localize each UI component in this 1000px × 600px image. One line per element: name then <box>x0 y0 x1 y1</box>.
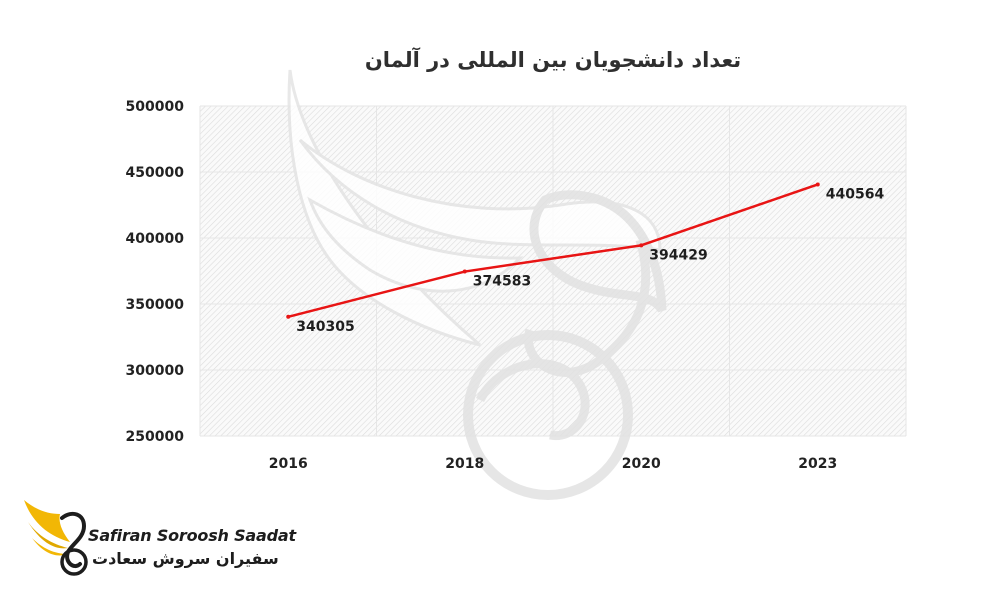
y-tick-label: 250000 <box>126 429 185 445</box>
data-point <box>462 269 467 274</box>
data-label: 440564 <box>826 186 885 202</box>
data-point <box>286 314 291 319</box>
x-axis: 2016 2018 2020 2023 <box>269 456 837 472</box>
series-line <box>286 182 820 319</box>
y-tick-label: 300000 <box>126 363 185 379</box>
data-label: 340305 <box>296 319 354 335</box>
data-point <box>639 243 644 248</box>
y-tick-label: 450000 <box>126 165 185 181</box>
x-tick-label: 2023 <box>798 456 837 472</box>
wing-swan-icon <box>24 500 88 576</box>
series-line-segment <box>463 244 643 273</box>
x-tick-label: 2020 <box>622 456 661 472</box>
data-label: 394429 <box>649 247 707 263</box>
chart-title: تعداد دانشجویان بین المللی در آلمان <box>364 48 742 72</box>
brand-logo: Safiran Soroosh Saadat سفیران سروش سعادت <box>18 492 298 582</box>
series-line-segment <box>287 270 466 319</box>
data-point <box>815 182 820 187</box>
x-tick-label: 2016 <box>269 456 308 472</box>
y-tick-label: 350000 <box>126 297 185 313</box>
series-line-segment <box>640 183 819 247</box>
brand-name-en: Safiran Soroosh Saadat <box>88 526 296 545</box>
y-tick-label: 400000 <box>126 231 185 247</box>
y-axis: 250000 300000 350000 400000 450000 500000 <box>126 99 185 445</box>
x-tick-label: 2018 <box>445 456 484 472</box>
data-label: 374583 <box>473 274 531 290</box>
wing-swan-watermark-icon <box>287 69 667 500</box>
brand-name-fa: سفیران سروش سعادت <box>92 549 279 568</box>
data-labels: 340305 374583 394429 440564 <box>296 186 884 334</box>
y-tick-label: 500000 <box>126 99 185 115</box>
